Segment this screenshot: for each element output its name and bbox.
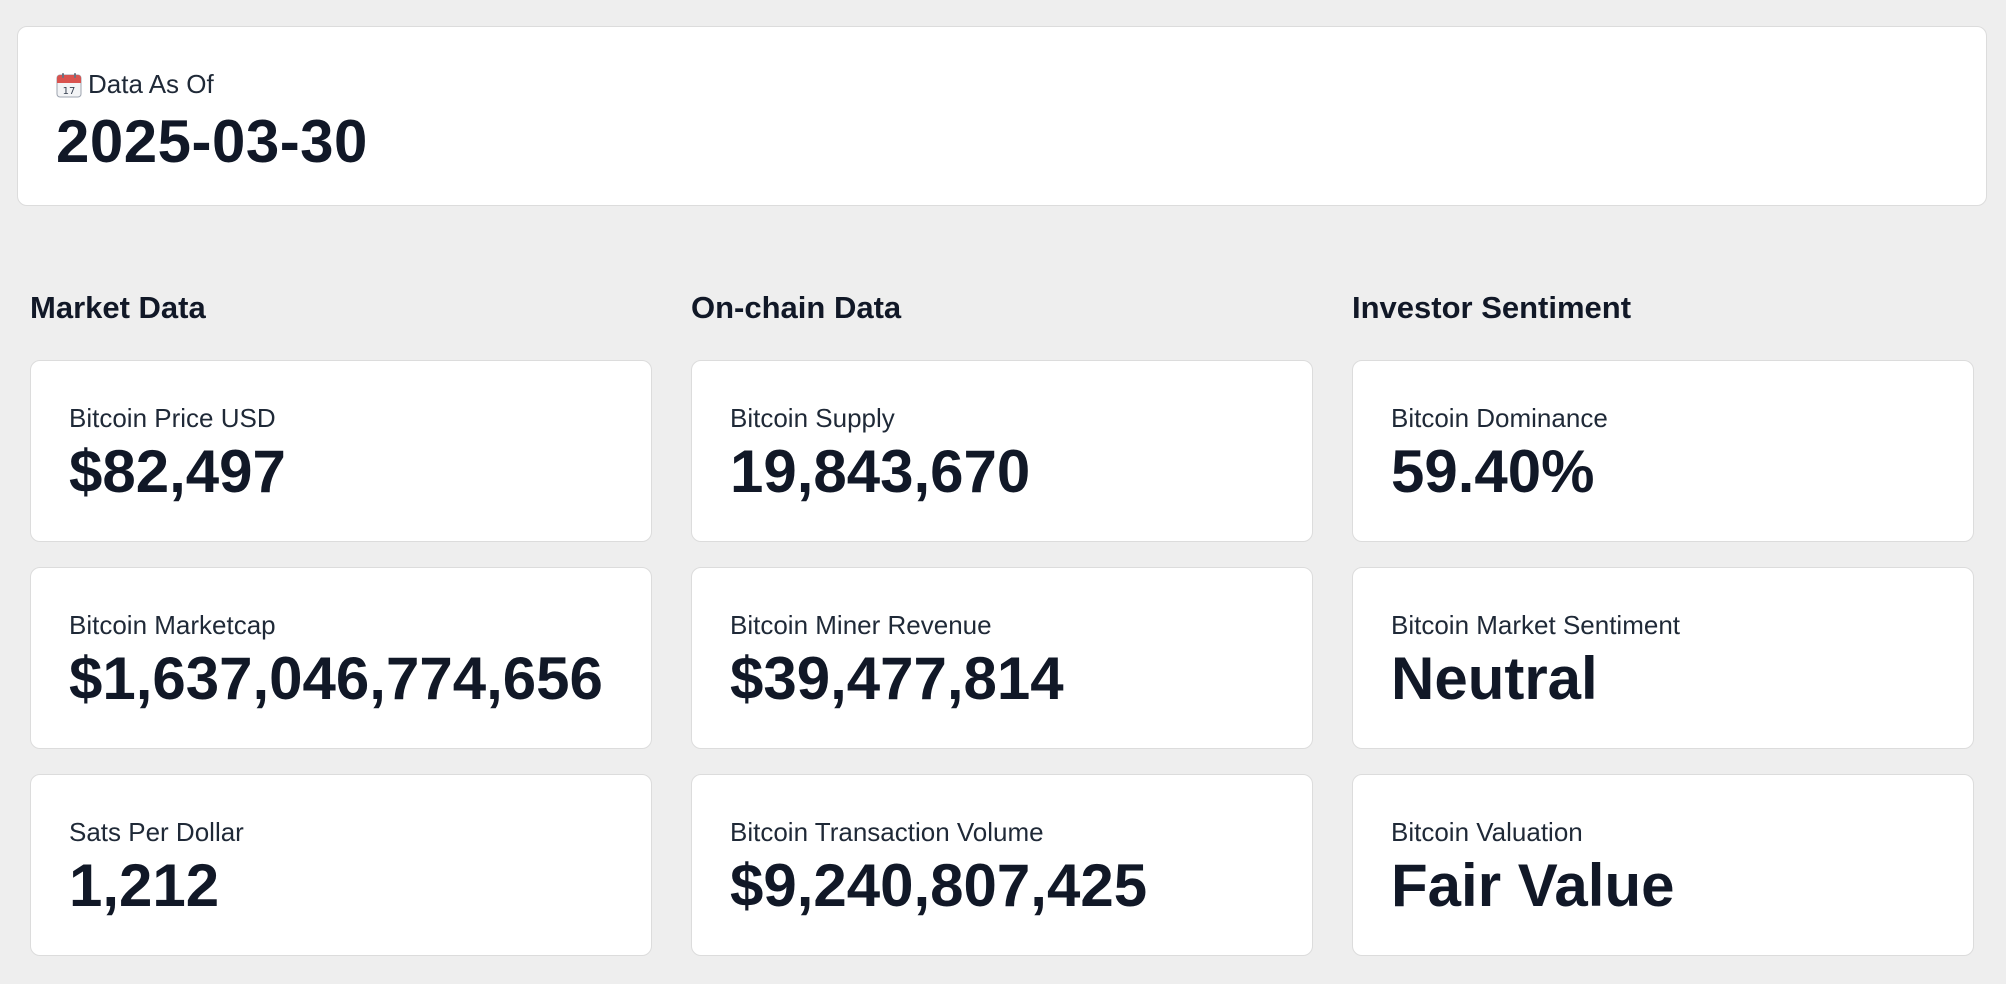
- svg-text:17: 17: [63, 86, 76, 97]
- metric-value: 59.40%: [1391, 438, 1595, 505]
- metric-value: 1,212: [69, 852, 220, 919]
- data-as-of-date: 2025-03-30: [56, 108, 368, 175]
- calendar-icon: 17: [56, 72, 82, 98]
- metric-card-bitcoin-dominance: Bitcoin Dominance 59.40%: [1352, 360, 1974, 542]
- metric-value: $39,477,814: [730, 645, 1064, 712]
- data-as-of-label: Data As Of: [88, 69, 214, 99]
- section-title-investor-sentiment: Investor Sentiment: [1352, 290, 1632, 325]
- metric-label: Bitcoin Supply: [730, 403, 895, 433]
- metric-card-sats-per-dollar: Sats Per Dollar 1,212: [30, 774, 652, 956]
- metric-label: Bitcoin Transaction Volume: [730, 817, 1044, 847]
- section-title-on-chain-data: On-chain Data: [691, 290, 902, 325]
- metric-card-bitcoin-valuation: Bitcoin Valuation Fair Value: [1352, 774, 1974, 956]
- metric-value: 19,843,670: [730, 438, 1031, 505]
- metric-value: Fair Value: [1391, 852, 1675, 919]
- metric-label: Bitcoin Miner Revenue: [730, 610, 992, 640]
- metric-label: Bitcoin Price USD: [69, 403, 276, 433]
- metric-card-bitcoin-marketcap: Bitcoin Marketcap $1,637,046,774,656: [30, 567, 652, 749]
- metric-label: Bitcoin Valuation: [1391, 817, 1583, 847]
- data-as-of-label-row: 17 Data As Of: [56, 69, 214, 100]
- data-as-of-card: 17 Data As Of 2025-03-30: [17, 26, 1987, 206]
- metric-card-bitcoin-market-sentiment: Bitcoin Market Sentiment Neutral: [1352, 567, 1974, 749]
- metric-value: $9,240,807,425: [730, 852, 1148, 919]
- metric-value: $82,497: [69, 438, 286, 505]
- section-title-market-data: Market Data: [30, 290, 206, 325]
- metric-label: Bitcoin Marketcap: [69, 610, 276, 640]
- metric-card-bitcoin-miner-revenue: Bitcoin Miner Revenue $39,477,814: [691, 567, 1313, 749]
- metric-value: Neutral: [1391, 645, 1598, 712]
- metric-card-bitcoin-supply: Bitcoin Supply 19,843,670: [691, 360, 1313, 542]
- metric-value: $1,637,046,774,656: [69, 645, 603, 712]
- metric-label: Sats Per Dollar: [69, 817, 244, 847]
- metric-label: Bitcoin Market Sentiment: [1391, 610, 1681, 640]
- metric-card-bitcoin-transaction-volume: Bitcoin Transaction Volume $9,240,807,42…: [691, 774, 1313, 956]
- metric-label: Bitcoin Dominance: [1391, 403, 1608, 433]
- metric-card-bitcoin-price-usd: Bitcoin Price USD $82,497: [30, 360, 652, 542]
